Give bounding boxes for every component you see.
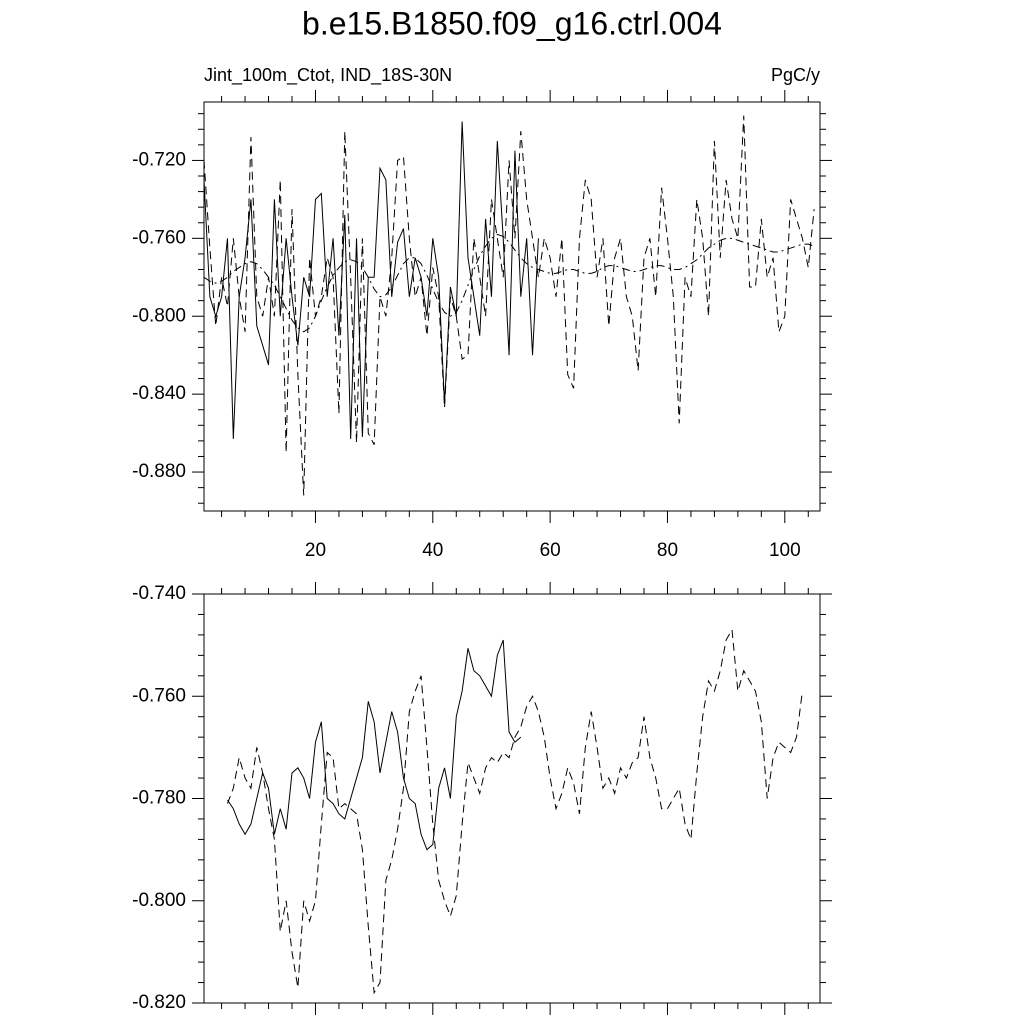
variable-label: Jint_100m_Ctot, IND_18S-30N bbox=[204, 65, 452, 86]
data-line bbox=[203, 233, 815, 333]
y-tick-label: -0.880 bbox=[132, 461, 186, 482]
data-line bbox=[227, 628, 803, 995]
y-tick-label: -0.720 bbox=[132, 149, 186, 170]
y-tick-label: -0.840 bbox=[132, 383, 186, 404]
y-tick-label: -0.800 bbox=[132, 305, 186, 326]
x-tick-label: 40 bbox=[422, 540, 443, 561]
data-line bbox=[203, 121, 539, 439]
data-line bbox=[227, 639, 522, 851]
x-tick-label: 60 bbox=[540, 540, 561, 561]
x-tick-label: 100 bbox=[769, 540, 801, 561]
y-tick-label: -0.800 bbox=[132, 890, 186, 911]
units-label: PgC/y bbox=[771, 65, 820, 85]
x-tick-label: 80 bbox=[657, 540, 678, 561]
y-tick-label: -0.760 bbox=[132, 685, 186, 706]
plot-frame bbox=[203, 593, 821, 1004]
x-tick-label: 20 bbox=[305, 540, 326, 561]
y-tick-label: -0.780 bbox=[132, 788, 186, 809]
y-tick-label: -0.820 bbox=[132, 992, 186, 1013]
plot-frame bbox=[203, 101, 821, 512]
y-tick-label: -0.740 bbox=[132, 583, 186, 604]
chart-title: b.e15.B1850.f09_g16.ctrl.004 bbox=[302, 5, 722, 41]
data-line bbox=[203, 115, 815, 496]
y-tick-label: -0.760 bbox=[132, 227, 186, 248]
